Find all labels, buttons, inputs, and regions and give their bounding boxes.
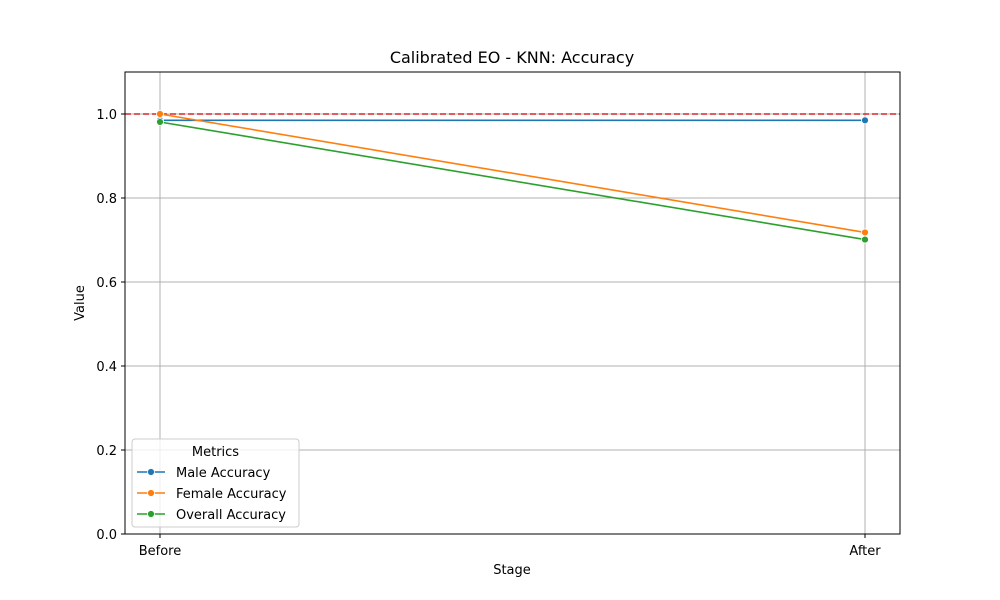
y-axis-ticks: 0.0 0.2 0.4 0.6 0.8 1.0 (96, 108, 125, 543)
legend-entry-label: Male Accuracy (176, 466, 271, 481)
x-tick-label: Before (139, 544, 182, 559)
y-tick-label: 0.8 (96, 192, 117, 207)
legend-marker (147, 489, 155, 497)
data-point (861, 116, 869, 125)
series-line (159, 121, 866, 241)
series-line (159, 113, 866, 234)
legend-entry-label: Female Accuracy (176, 487, 287, 502)
x-axis-label: Stage (493, 563, 531, 578)
chart-title: Calibrated EO - KNN: Accuracy (390, 48, 634, 67)
legend-title: Metrics (192, 445, 239, 460)
legend-marker (147, 510, 155, 518)
plot-frame (124, 71, 901, 535)
x-tick-label: After (849, 544, 881, 559)
y-tick-label: 1.0 (96, 108, 117, 123)
legend-marker (147, 468, 155, 476)
data-point (861, 235, 869, 244)
series-layer (156, 110, 869, 244)
y-tick-label: 0.4 (96, 360, 117, 375)
y-tick-label: 0.2 (96, 444, 117, 459)
legend: Metrics Male Accuracy Female Accuracy Over… (131, 438, 300, 528)
data-point (156, 110, 164, 118)
y-tick-label: 0.6 (96, 276, 117, 291)
legend-items: Male Accuracy Female Accuracy Overall Accu… (137, 466, 287, 523)
x-axis-ticks: Before After (139, 534, 881, 559)
y-axis-label: Value (73, 285, 88, 321)
data-point (861, 228, 869, 237)
legend-box (131, 438, 300, 528)
data-point (156, 118, 164, 126)
y-tick-label: 0.0 (96, 528, 117, 543)
legend-entry-label: Overall Accuracy (176, 508, 286, 523)
